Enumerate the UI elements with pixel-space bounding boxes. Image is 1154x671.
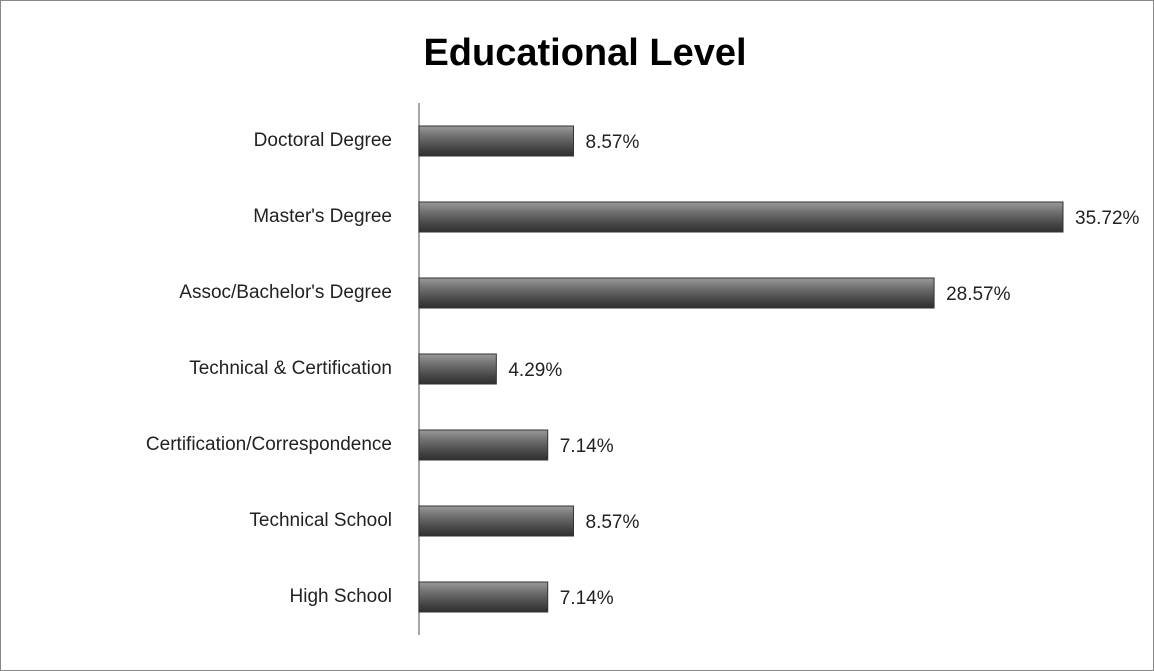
bar	[418, 277, 935, 309]
bar	[418, 201, 1064, 233]
y-tick-label: Technical School	[249, 510, 392, 531]
y-tick-label: Master's Degree	[253, 206, 392, 227]
data-label: 7.14%	[560, 436, 614, 457]
data-label: 28.57%	[946, 284, 1011, 305]
y-tick-label: Certification/Correspondence	[146, 434, 392, 455]
bar	[418, 429, 549, 461]
y-tick-label: Assoc/Bachelor's Degree	[179, 282, 392, 303]
data-label: 7.14%	[560, 588, 614, 609]
bar	[418, 505, 575, 537]
data-label: 35.72%	[1075, 208, 1140, 229]
bar	[418, 581, 549, 613]
data-label: 4.29%	[508, 360, 562, 381]
chart-title: Educational Level	[423, 32, 746, 74]
y-tick-label: High School	[290, 586, 392, 607]
data-label: 8.57%	[586, 512, 640, 533]
y-tick-label: Doctoral Degree	[254, 130, 392, 151]
y-tick-label: Technical & Certification	[189, 358, 392, 379]
bar	[418, 125, 575, 157]
bar	[418, 353, 497, 385]
data-label: 8.57%	[586, 132, 640, 153]
